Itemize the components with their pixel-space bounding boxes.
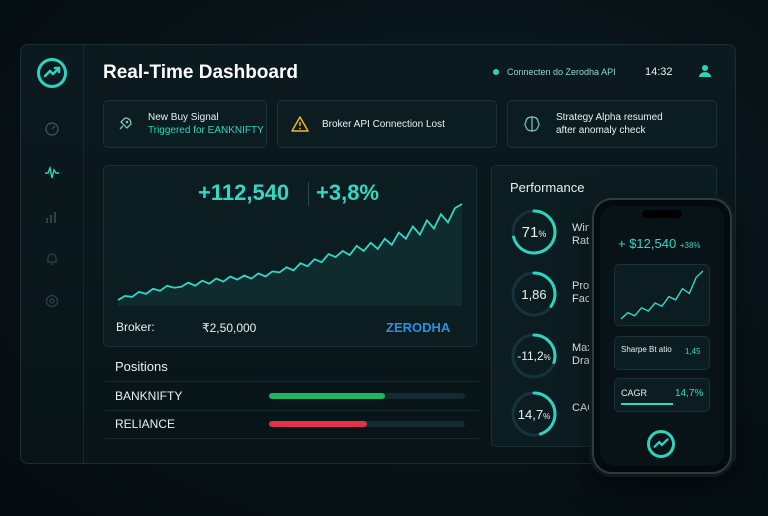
alert-buy-signal[interactable]: New Buy Signal Triggered for EANKNIFTY [103,100,267,148]
metric-win-rate[interactable]: 71% Win Rate [492,208,612,260]
cagr-progress [621,403,673,405]
phone-line-chart [620,270,704,320]
metric-label: Rate [572,235,596,247]
alert-subtitle: after anomaly check [556,125,646,136]
chart-line [117,203,463,301]
profit-factor-ring [511,271,557,317]
phone-notch [642,210,682,218]
ring-progress [511,391,557,437]
warning-icon [291,116,309,132]
signal-icon[interactable] [45,166,59,180]
cagr-value: 14,7% [675,388,704,399]
metric-label: Win [572,222,591,234]
cagr-label: CAGR [621,388,648,398]
position-track [269,421,465,427]
cagr-ring [511,391,557,437]
chart-area [118,204,462,306]
performance-title: Performance [510,180,585,195]
sharpe-value: 1,45 [685,347,701,356]
phone-percent: +38% [679,241,701,250]
phone-value: + $12,540 [618,236,677,251]
alert-strategy-resumed[interactable]: Strategy Alpha resumed after anomaly che… [507,100,717,148]
user-icon[interactable] [697,63,713,79]
phone-mockup: + $12,540 +38% Sharpe Bt atio 1,45 CAGR … [592,198,732,474]
position-name: BANKNIFTY [115,389,183,403]
position-name: RELIANCE [115,417,176,431]
metric-cagr[interactable]: 14,7% CAGF [492,390,612,442]
phone-sharpe-card[interactable]: Sharpe Bt atio 1,45 [614,336,710,370]
sharpe-label: Sharpe Bt atio [621,345,672,354]
broker-balance: ₹2,50,000 [202,321,257,335]
connection-status: Connecten do Zerodha API [507,67,616,77]
logo-icon[interactable] [37,58,67,88]
settings-icon[interactable] [45,294,59,308]
metric-label: Draw [572,355,598,367]
broker-logo: ZERODHA [386,320,450,335]
phone-chart-line [620,270,704,320]
metric-value: 71 [521,224,539,241]
metric-value: 14,7 [517,407,544,422]
clock-time: 14:32 [645,66,673,78]
bar-chart-icon[interactable] [45,210,59,224]
phone-chart-card [614,264,710,326]
win-rate-ring [511,209,557,255]
metric-max-drawdown[interactable]: -11,2% Max Draw [492,332,612,384]
max-drawdown-ring [511,333,557,379]
ring-progress [511,271,557,317]
rocket-icon [119,117,132,130]
phone-screen: + $12,540 +38% Sharpe Bt atio 1,45 CAGR … [600,206,724,466]
pnl-card: +112,540 +3,8% Broker: ₹2,50,000 ZERODHA [103,165,477,347]
sidebar [21,45,84,463]
positions-title: Positions [115,359,168,374]
alert-subtitle: Triggered for EANKNIFTY [148,125,264,136]
pnl-value: +112,540 [198,180,290,205]
pnl-percent: +3,8% [316,180,379,205]
position-track [269,393,465,399]
metric-unit: % [543,353,551,362]
position-bar [269,393,385,399]
alert-api-lost[interactable]: Broker API Connection Lost [277,100,497,148]
connection-status-dot [493,69,499,75]
metric-unit: % [543,412,551,421]
alert-title: New Buy Signal [148,112,219,123]
alert-title: Broker API Connection Lost [322,119,445,130]
position-bar [269,421,367,427]
metric-label: Max [572,342,593,354]
brain-icon [524,116,540,132]
ring-progress [511,333,557,379]
ring-progress [511,209,557,255]
metric-value: 1,86 [521,287,547,302]
phone-logo-icon[interactable] [647,430,675,458]
position-row[interactable]: RELIANCE [105,410,479,439]
alert-title: Strategy Alpha resumed [556,112,663,123]
broker-logo-text: ZERODHA [386,320,451,335]
bell-icon[interactable] [45,252,59,266]
pnl-line-chart [117,203,463,306]
metric-unit: % [538,229,547,239]
phone-cagr-card[interactable]: CAGR 14,7% [614,378,710,412]
metric-value: -11,2 [517,349,544,363]
metric-label: Profit [572,280,598,292]
page-title: Real-Time Dashboard [103,62,298,83]
divider [308,182,309,206]
broker-label: Broker: [116,320,155,334]
position-row[interactable]: BANKNIFTY [105,381,479,411]
gauge-icon[interactable] [45,122,59,136]
